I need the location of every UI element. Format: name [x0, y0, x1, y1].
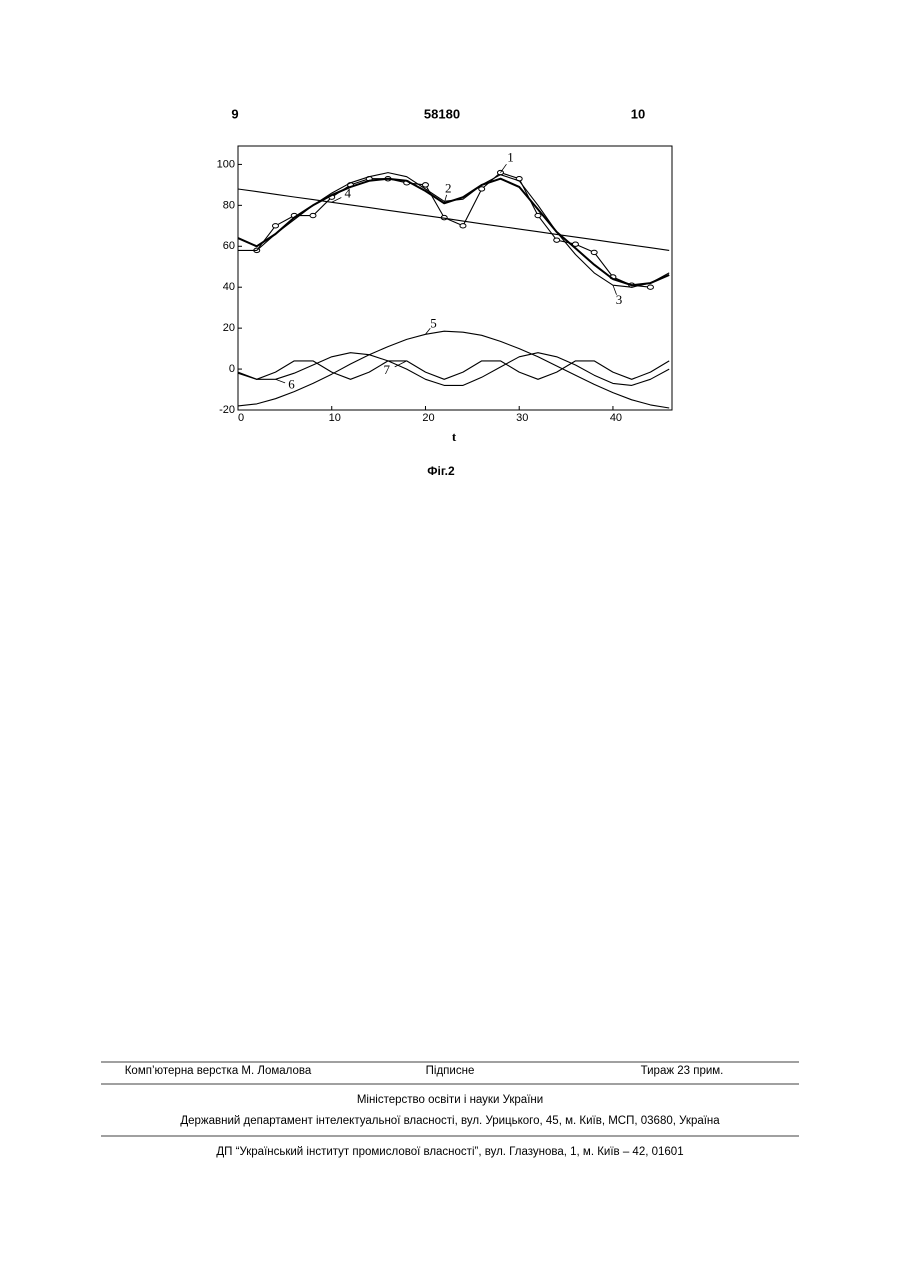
data-point [460, 224, 466, 228]
series-label: 4 [344, 185, 351, 200]
series-label: 6 [288, 376, 295, 391]
series-line [238, 353, 669, 386]
page: 9 58180 10 t Фіг.2 Комп’ютерна верстка М… [0, 0, 901, 1273]
series-label: 5 [430, 315, 437, 330]
x-tick-label: 20 [422, 412, 434, 424]
x-tick-label: 10 [329, 412, 341, 424]
x-tick-label: 30 [516, 412, 528, 424]
footer-typesetter: Комп’ютерна верстка М. Ломалова [125, 1065, 312, 1077]
x-tick-label: 0 [238, 412, 244, 424]
y-tick-label: 80 [223, 199, 235, 211]
page-number-left: 9 [231, 106, 238, 121]
data-point [272, 224, 278, 228]
series-line [238, 173, 669, 288]
footer-publisher: ДП “Український інститут промислової вла… [216, 1146, 683, 1158]
x-tick-label: 40 [610, 412, 622, 424]
plot-frame [238, 146, 672, 410]
label-leader [275, 379, 285, 383]
series-line [238, 189, 669, 250]
footer-circulation: Тираж 23 прим. [641, 1065, 724, 1077]
page-number-right: 10 [631, 106, 645, 121]
y-tick-label: 60 [223, 240, 235, 252]
y-tick-label: 100 [217, 158, 235, 170]
data-point [422, 183, 428, 187]
y-tick-label: 20 [223, 322, 235, 334]
series-label: 7 [383, 362, 390, 377]
y-tick-label: -20 [219, 404, 235, 416]
data-point [535, 213, 541, 217]
footer-signed: Підписне [426, 1065, 475, 1077]
y-tick-label: 0 [229, 363, 235, 375]
series-label: 2 [445, 180, 452, 195]
footer-ministry: Міністерство освіти і науки України [357, 1094, 543, 1106]
series-label: 1 [507, 150, 514, 165]
data-point [310, 213, 316, 217]
data-point [591, 250, 597, 254]
y-tick-label: 40 [223, 281, 235, 293]
series-line [238, 179, 669, 286]
figure-caption: Фіг.2 [427, 464, 455, 478]
patent-number: 58180 [424, 106, 460, 121]
footer-department: Державний департамент інтелектуальної вл… [180, 1115, 720, 1127]
data-point [554, 238, 560, 242]
x-axis-label: t [452, 429, 457, 444]
data-point [647, 285, 653, 289]
series-label: 3 [616, 292, 623, 307]
